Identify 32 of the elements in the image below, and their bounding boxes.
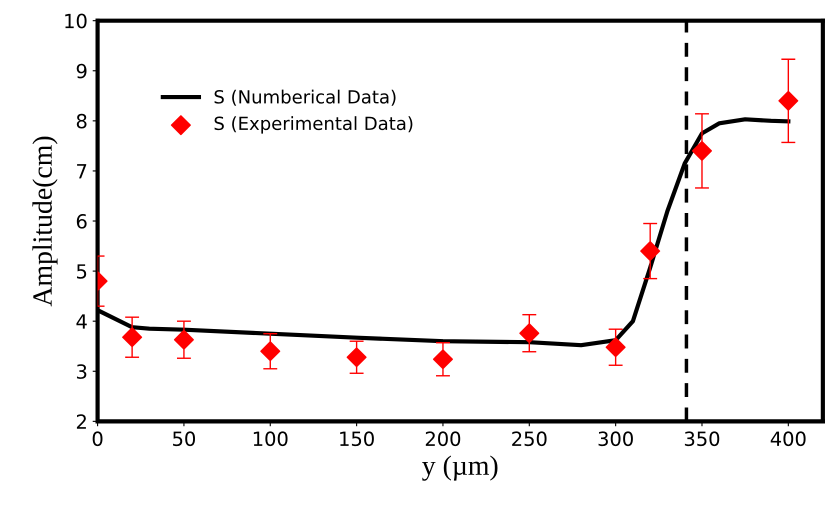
y-tick-label: 5: [76, 264, 86, 279]
point: [174, 330, 194, 350]
x-tick-label: 350: [684, 431, 720, 446]
x-tick-label: 250: [512, 431, 547, 446]
point: [640, 241, 660, 262]
y-tick-label: 6: [76, 214, 87, 229]
y-tick-label: 2: [76, 414, 86, 429]
y-tick-label: 9: [76, 64, 86, 78]
point: [606, 337, 626, 358]
x-tick-label: 200: [426, 431, 460, 446]
x-tick-label: 0: [92, 431, 102, 446]
x-axis-title: y (µm): [422, 455, 498, 481]
x-tick-label: 300: [598, 431, 633, 446]
point: [346, 347, 367, 368]
x-tick-label: 400: [770, 431, 806, 446]
x-tick-label: 100: [254, 431, 288, 446]
x-tick-label: 150: [340, 431, 374, 446]
point: [519, 323, 540, 344]
y-tick-label: 7: [77, 164, 86, 178]
legend-label: S (Numberical Data): [214, 90, 396, 106]
point: [692, 140, 712, 161]
x-tick-label: 50: [173, 431, 196, 446]
y-tick-label: 10: [65, 14, 87, 28]
point: [778, 90, 798, 111]
y-tick-label: 3: [76, 364, 86, 379]
y-tick-label: 8: [76, 114, 87, 129]
y-tick-label: 4: [76, 314, 87, 329]
point: [122, 327, 142, 348]
legend-label: S (Experimental Data): [214, 116, 412, 134]
point: [260, 341, 280, 362]
y-axis-title: Amplitude(cm): [32, 136, 58, 306]
point: [432, 349, 453, 370]
